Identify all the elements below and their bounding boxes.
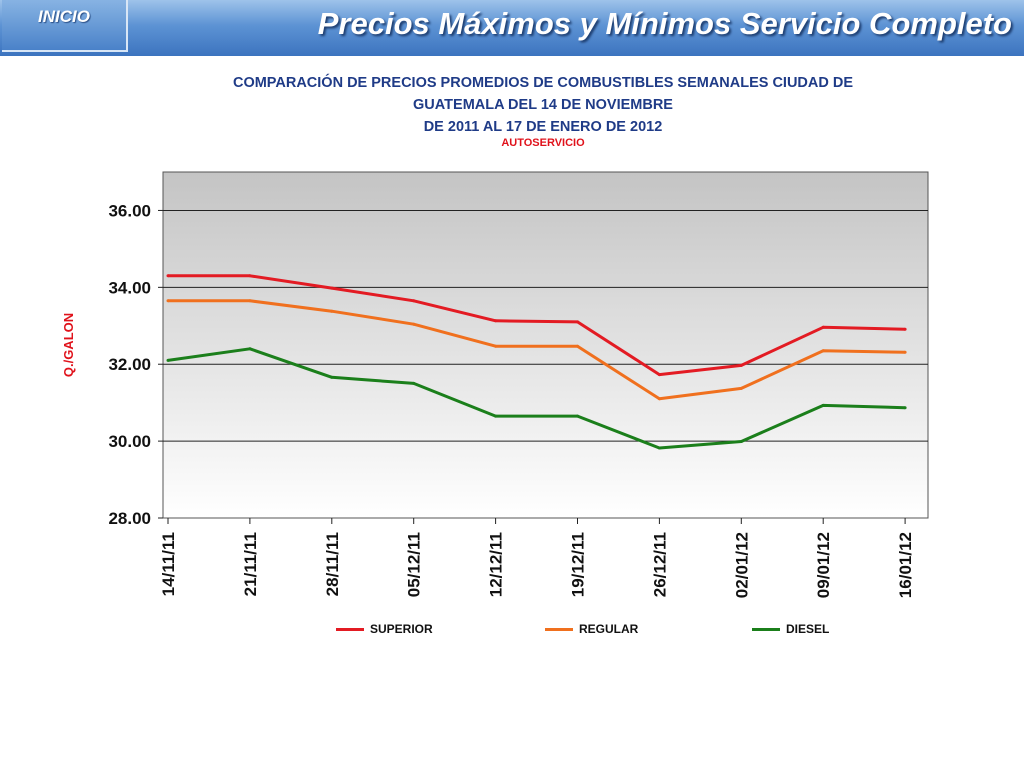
- legend-item-superior: SUPERIOR: [336, 622, 433, 636]
- data-point-diesel: [821, 403, 825, 407]
- legend-swatch-regular: [545, 627, 573, 631]
- data-point-superior: [576, 320, 579, 324]
- y-axis-label: Q./GALON: [61, 313, 76, 377]
- series-line-superior: [168, 274, 906, 377]
- data-point-regular: [412, 322, 416, 326]
- data-point-regular: [576, 344, 579, 348]
- chart-title-line-3: DE 2011 AL 17 DE ENERO DE 2012: [423, 119, 663, 135]
- series-line-regular: [168, 299, 906, 401]
- data-point-regular: [248, 299, 252, 303]
- legend-item-diesel: DIESEL: [752, 622, 829, 636]
- data-point-superior: [657, 373, 661, 377]
- data-point-diesel: [657, 446, 661, 450]
- y-tick-label: 36.00: [108, 201, 151, 220]
- data-point-superior: [494, 319, 498, 323]
- legend-swatch-superior: [336, 627, 364, 631]
- legend: SUPERIOR REGULAR DIESEL: [330, 622, 890, 640]
- series-lines: [166, 274, 907, 450]
- x-tick-label: 14/11/11: [159, 532, 178, 596]
- series-line-diesel: [167, 347, 906, 450]
- data-point-superior: [739, 363, 743, 367]
- x-tick-label: 16/01/12: [896, 532, 915, 598]
- data-point-superior: [903, 327, 907, 331]
- legend-label-regular: REGULAR: [579, 622, 639, 636]
- data-point-superior: [412, 299, 416, 303]
- chart-title-line-2: GUATEMALA DEL 14 DE NOVIEMBRE: [413, 97, 673, 113]
- x-tick-label: 05/12/11: [405, 532, 424, 597]
- x-tick-label: 09/01/12: [814, 532, 833, 598]
- data-point-regular: [903, 350, 907, 354]
- legend-label-superior: SUPERIOR: [370, 622, 433, 636]
- legend-swatch-diesel: [752, 627, 780, 631]
- data-point-diesel: [330, 375, 334, 379]
- x-axis: 14/11/11 21/11/11 28/11/11 05/12/11 12/12/11…: [159, 518, 915, 598]
- data-point-diesel: [739, 440, 743, 443]
- x-tick-label: 28/11/11: [323, 532, 342, 596]
- data-point-regular: [330, 309, 334, 313]
- y-axis: 28.00 30.00 32.00 34.00 36.00: [108, 201, 163, 528]
- inicio-button[interactable]: INICIO: [2, 0, 128, 52]
- y-tick-label: 34.00: [108, 278, 151, 297]
- data-point-regular: [657, 397, 661, 401]
- data-point-regular: [166, 299, 170, 303]
- x-tick-label: 12/12/11: [487, 532, 506, 597]
- header-bar: INICIO Precios Máximos y Mínimos Servici…: [0, 0, 1024, 56]
- x-tick-label: 26/12/11: [650, 532, 669, 597]
- page-title: Precios Máximos y Mínimos Servicio Compl…: [317, 6, 1012, 41]
- data-point-diesel: [494, 414, 498, 418]
- chart-title-line-1: COMPARACIÓN DE PRECIOS PROMEDIOS DE COMB…: [232, 75, 854, 91]
- x-tick-label: 02/01/12: [732, 532, 751, 598]
- x-tick-label: 21/11/11: [241, 532, 260, 596]
- data-point-superior: [330, 286, 334, 290]
- legend-label-diesel: DIESEL: [786, 622, 830, 636]
- x-tick-label: 19/12/11: [569, 532, 588, 597]
- chart-subtitle: AUTOSERVICIO: [501, 137, 585, 149]
- y-tick-label: 28.00: [108, 509, 151, 528]
- data-point-diesel: [576, 414, 579, 418]
- data-point-superior: [821, 325, 825, 329]
- legend-item-regular: REGULAR: [545, 622, 638, 636]
- data-point-diesel: [412, 381, 416, 385]
- y-tick-label: 30.00: [108, 432, 151, 451]
- chart-title: COMPARACIÓN DE PRECIOS PROMEDIOS DE COMB…: [150, 72, 936, 138]
- y-tick-label: 32.00: [108, 355, 151, 374]
- data-point-diesel: [248, 347, 252, 351]
- data-point-diesel: [903, 406, 907, 410]
- data-point-regular: [739, 386, 743, 390]
- data-point-regular: [494, 344, 498, 348]
- data-point-superior: [166, 274, 170, 278]
- data-point-regular: [821, 349, 825, 353]
- data-point-superior: [248, 274, 252, 278]
- data-point-diesel: [166, 358, 170, 362]
